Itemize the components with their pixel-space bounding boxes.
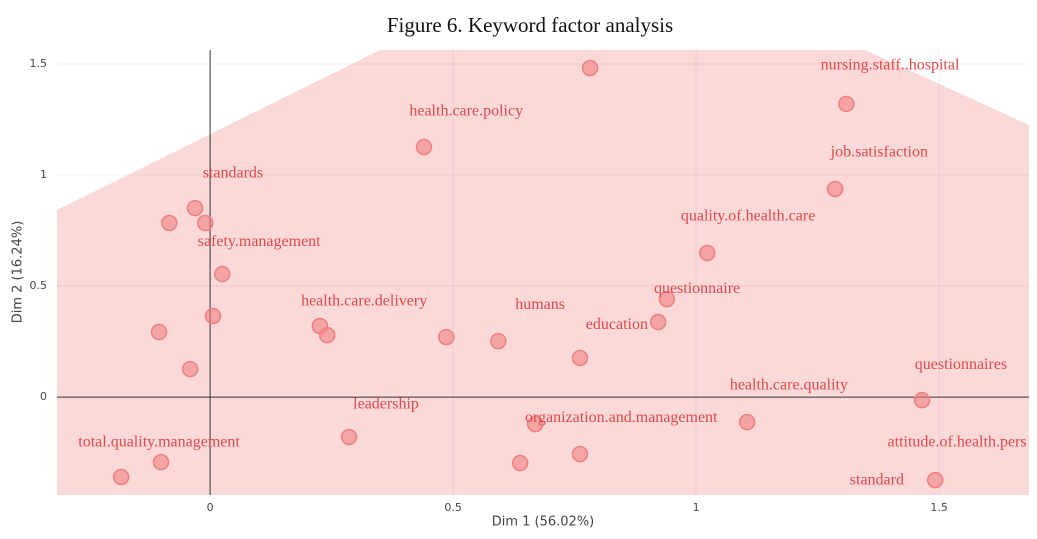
hull-area	[57, 50, 1029, 495]
y-tick-label: 1	[40, 168, 47, 181]
point	[204, 307, 222, 325]
point-label: job.satisfaction	[830, 144, 928, 161]
point	[571, 349, 589, 367]
point	[838, 95, 855, 113]
point-label: humans	[515, 296, 565, 313]
point	[658, 290, 676, 308]
y-tick-label: 0	[40, 390, 47, 403]
point	[152, 453, 170, 471]
x-axis-title: Dim 1 (56.02%)	[492, 515, 595, 530]
point-label: attitude.of.health.pers	[888, 434, 1027, 451]
point	[738, 413, 756, 431]
point	[581, 59, 599, 77]
y-tick-label: 0.5	[30, 279, 48, 292]
x-tick-label: 1.5	[930, 501, 948, 514]
x-tick-label: 0.5	[444, 501, 462, 514]
chart-title: Figure 6. Keyword factor analysis	[387, 13, 673, 37]
y-tick-label: 1.5	[30, 57, 48, 70]
point	[213, 265, 231, 283]
point-label: leadership	[353, 396, 419, 413]
point	[161, 214, 178, 232]
point-label: questionnaire	[654, 280, 740, 297]
point	[526, 415, 544, 433]
point	[571, 445, 589, 463]
point	[926, 471, 944, 489]
point-label: health.care.quality	[730, 377, 848, 394]
point-label: questionnaires	[915, 356, 1007, 373]
point	[318, 326, 336, 344]
point-label: organization.and.management	[525, 409, 718, 426]
point	[649, 313, 667, 331]
point	[490, 332, 507, 350]
point	[196, 214, 214, 232]
point	[511, 454, 529, 472]
point	[913, 391, 931, 409]
point-label: safety.management	[198, 233, 321, 250]
point-label: total.quality.management	[78, 434, 240, 451]
point	[186, 199, 204, 217]
point	[826, 180, 844, 198]
point	[112, 468, 130, 486]
point-label: standards	[203, 165, 263, 182]
point-label: quality.of.health.care	[681, 208, 815, 225]
point	[699, 244, 716, 262]
point-label: nursing.staff..hospital	[821, 57, 960, 74]
point	[415, 138, 433, 156]
point-label: health.care.policy	[409, 103, 523, 120]
point-label: education	[586, 316, 648, 333]
point-label: health.care.delivery	[301, 293, 427, 310]
point-label: standard	[850, 472, 904, 489]
y-axis-title: Dim 2 (16.24%)	[11, 221, 26, 324]
point	[340, 428, 358, 446]
point	[181, 360, 199, 378]
x-tick-label: 1	[693, 501, 700, 514]
point	[438, 328, 455, 346]
point	[150, 323, 168, 341]
x-tick-label: 0	[207, 501, 214, 514]
